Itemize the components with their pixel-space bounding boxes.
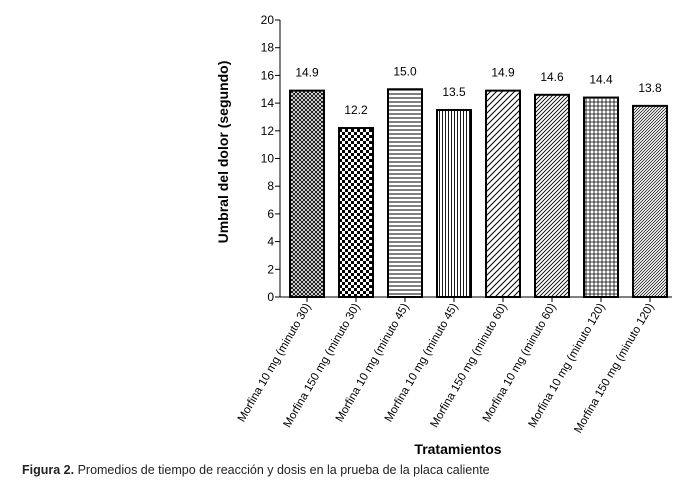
bar [534, 93, 570, 299]
y-tick-label: 4 [267, 235, 274, 249]
bars [289, 88, 668, 299]
data-labels: 14.9 12.2 15.0 13.5 14.9 14.6 14.4 13.8 [295, 64, 662, 117]
y-tick-label: 18 [261, 41, 275, 55]
x-axis-title: Tratamientos [414, 441, 501, 457]
bar [289, 89, 325, 299]
data-label: 12.2 [344, 103, 368, 117]
bar [485, 89, 521, 299]
y-tick-label: 6 [267, 207, 274, 221]
data-label: 14.6 [540, 70, 564, 84]
data-label: 13.5 [442, 85, 466, 99]
figure-caption-text: Promedios de tiempo de reacción y dosis … [74, 463, 490, 477]
y-tick-label: 0 [267, 290, 274, 304]
bar [338, 127, 374, 298]
y-tick-label: 20 [261, 13, 275, 27]
y-tick-label: 2 [267, 262, 274, 276]
category-labels: Morfina 10 mg (minuto 30)Morfina 150 mg … [236, 301, 657, 435]
bar [632, 104, 668, 299]
bar [387, 88, 423, 298]
bar [436, 109, 472, 299]
data-label: 14.4 [589, 73, 613, 87]
x-axis-ticks [306, 297, 651, 302]
data-label: 14.9 [491, 66, 515, 80]
y-axis-ticks: 0 2 4 6 8 10 12 14 16 18 20 [261, 13, 280, 304]
y-tick-label: 14 [261, 96, 275, 110]
figure-caption: Figura 2. Promedios de tiempo de reacció… [22, 463, 490, 477]
y-tick-label: 8 [267, 179, 274, 193]
data-label: 15.0 [393, 64, 417, 78]
data-label: 13.8 [638, 81, 662, 95]
y-tick-label: 16 [261, 68, 275, 82]
y-axis-title: Umbral del dolor (segundo) [215, 61, 231, 244]
y-tick-label: 12 [261, 124, 275, 138]
figure-caption-label: Figura 2. [22, 463, 75, 477]
data-label: 14.9 [295, 66, 319, 80]
y-tick-label: 10 [261, 152, 275, 166]
bar [583, 96, 619, 298]
